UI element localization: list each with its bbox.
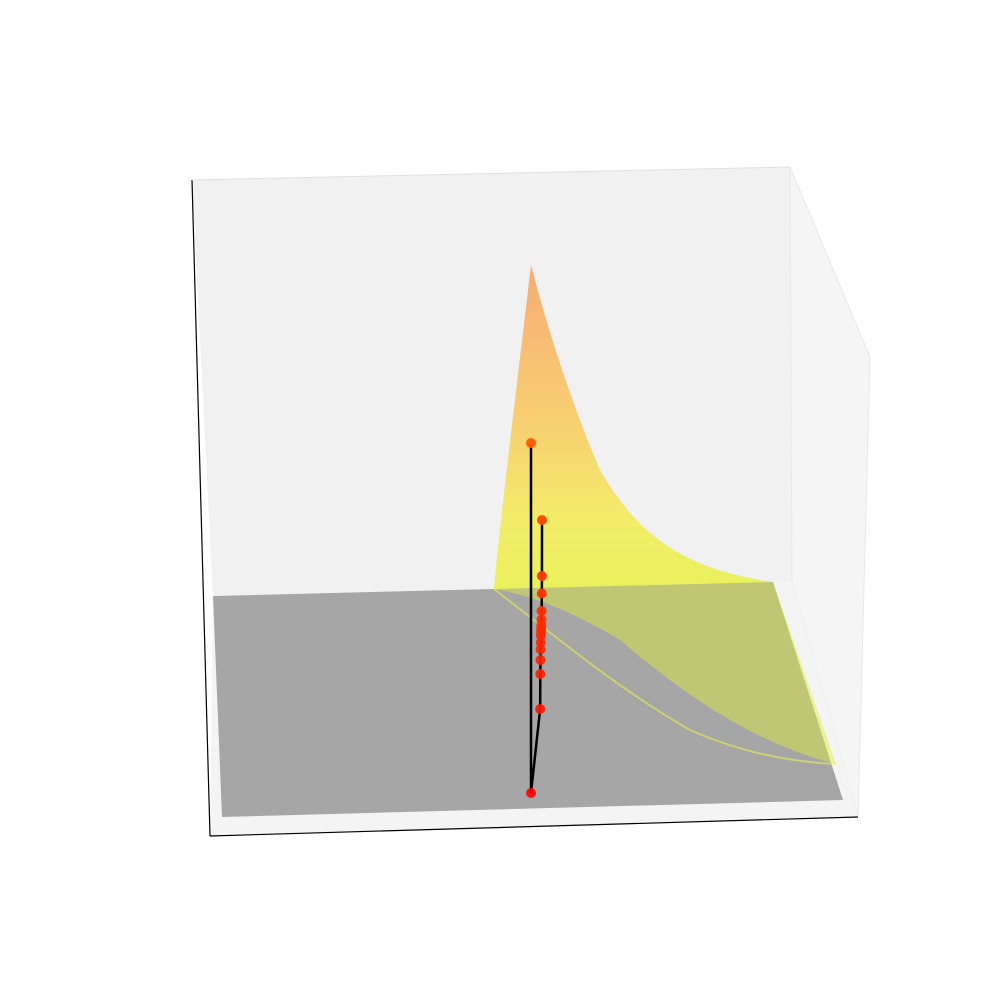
function-surface-front	[494, 582, 836, 764]
trajectory-point	[535, 644, 546, 655]
trajectory-path	[526, 438, 547, 798]
function-surface-back	[494, 265, 773, 589]
trajectory-point	[526, 438, 536, 448]
top-edge-line	[191, 166, 791, 181]
floor-plane-surface	[213, 582, 843, 817]
trajectory-point	[536, 588, 547, 599]
trajectory-point	[535, 637, 546, 648]
trajectory-point	[536, 606, 547, 616]
trajectory-point	[535, 669, 546, 679]
trajectory-point	[536, 614, 547, 625]
back-wall-pane	[192, 167, 792, 596]
trajectory-point	[526, 788, 536, 798]
x-axis-line	[209, 816, 859, 837]
z-axis-line	[191, 179, 211, 837]
trajectory-point	[535, 655, 546, 665]
trajectory-point	[537, 515, 547, 525]
trajectory-point	[536, 571, 547, 581]
trajectory-point	[535, 704, 546, 714]
function-surface-edge	[493, 588, 837, 765]
